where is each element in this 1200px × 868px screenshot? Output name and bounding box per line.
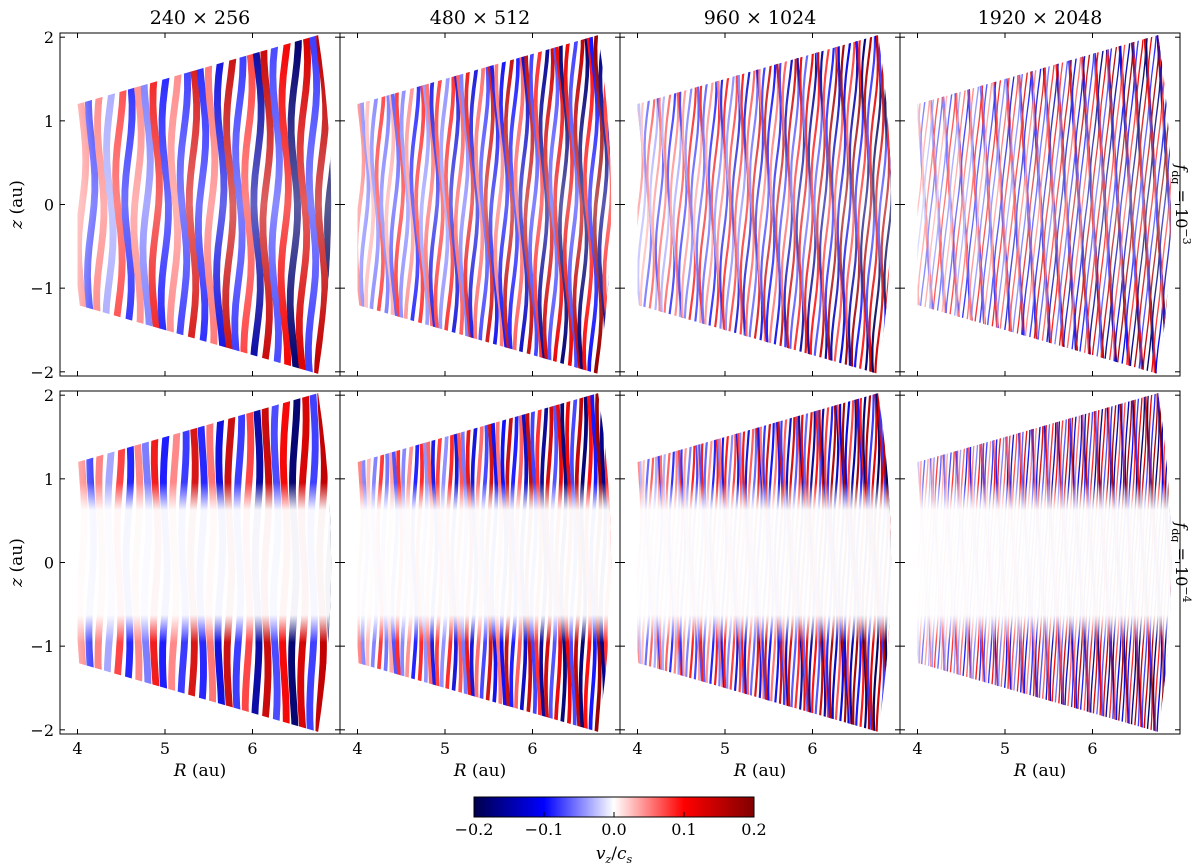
x-tick-label: 4 bbox=[352, 739, 362, 758]
heatmap-panel bbox=[637, 393, 892, 732]
colorbar-tick-label: −0.1 bbox=[525, 820, 564, 839]
y-tick-label: 2 bbox=[44, 386, 54, 405]
y-tick-label: −2 bbox=[30, 721, 54, 740]
heatmap-panel bbox=[77, 35, 332, 374]
row-label: fdg = 10−3 bbox=[1169, 163, 1193, 244]
y-axis-label: z (au) bbox=[7, 180, 27, 230]
colorbar-tick-label: 0.0 bbox=[601, 820, 626, 839]
x-axis-label: R (au) bbox=[453, 761, 507, 781]
heatmap-panel bbox=[357, 35, 612, 374]
x-axis-label: R (au) bbox=[733, 761, 787, 781]
x-axis-label: R (au) bbox=[173, 761, 227, 781]
colorbar-tick-label: 0.2 bbox=[741, 820, 766, 839]
x-tick-label: 5 bbox=[160, 739, 170, 758]
y-tick-label: 2 bbox=[44, 28, 54, 47]
x-tick-label: 6 bbox=[527, 739, 537, 758]
y-tick-label: 1 bbox=[44, 112, 54, 131]
row-label: fdg = 10−4 bbox=[1169, 521, 1193, 602]
column-title: 240 × 256 bbox=[150, 7, 251, 29]
x-tick-label: 5 bbox=[440, 739, 450, 758]
y-tick-label: −2 bbox=[30, 363, 54, 382]
y-tick-label: 0 bbox=[44, 554, 54, 573]
column-title: 960 × 1024 bbox=[704, 7, 817, 29]
colorbar-label: vz/cs bbox=[596, 844, 633, 866]
heatmap-panel bbox=[637, 35, 892, 374]
x-tick-label: 6 bbox=[1087, 739, 1097, 758]
y-tick-label: −1 bbox=[30, 637, 54, 656]
column-title: 480 × 512 bbox=[430, 7, 531, 29]
x-tick-label: 5 bbox=[720, 739, 730, 758]
x-tick-label: 4 bbox=[72, 739, 82, 758]
y-tick-label: 1 bbox=[44, 470, 54, 489]
panels: 240 × 256 480 × 512 960 × 1024 1920 × 2048 f… bbox=[7, 7, 1193, 781]
colorbar: −0.2 −0.1 0.0 0.1 0.2 vz/cs bbox=[455, 796, 767, 866]
colorbar-tick-label: −0.2 bbox=[455, 820, 494, 839]
y-tick-label: −1 bbox=[30, 279, 54, 298]
x-tick-label: 6 bbox=[807, 739, 817, 758]
colorbar-tick-label: 0.1 bbox=[671, 820, 696, 839]
x-tick-label: 4 bbox=[912, 739, 922, 758]
heatmap-panel bbox=[917, 393, 1172, 732]
y-axis-label: z (au) bbox=[7, 538, 27, 588]
x-tick-label: 6 bbox=[247, 739, 257, 758]
heatmap-panel bbox=[357, 393, 612, 732]
heatmap-panel bbox=[77, 393, 332, 732]
x-tick-label: 4 bbox=[632, 739, 642, 758]
x-axis-label: R (au) bbox=[1013, 761, 1067, 781]
heatmap-panel bbox=[917, 35, 1172, 374]
x-tick-label: 5 bbox=[1000, 739, 1010, 758]
column-title: 1920 × 2048 bbox=[978, 7, 1103, 29]
y-tick-label: 0 bbox=[44, 196, 54, 215]
